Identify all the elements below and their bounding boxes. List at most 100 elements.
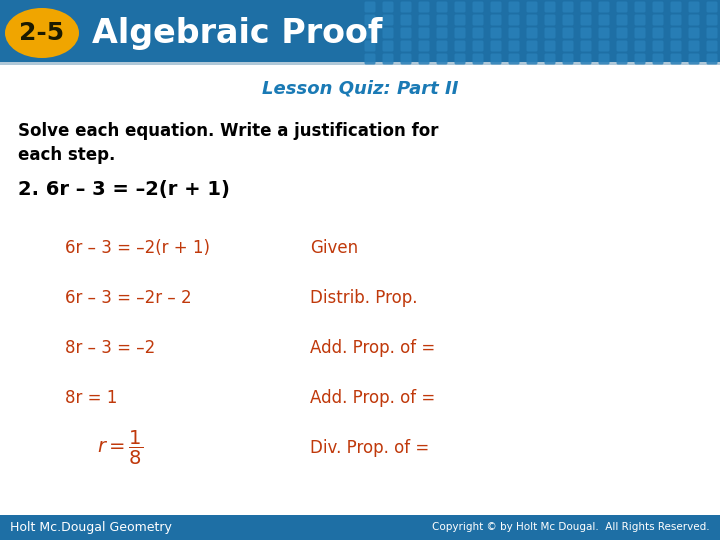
FancyBboxPatch shape [598,2,610,12]
Ellipse shape [5,8,79,58]
FancyBboxPatch shape [616,28,628,38]
FancyBboxPatch shape [526,15,538,25]
FancyBboxPatch shape [490,53,502,64]
FancyBboxPatch shape [400,2,412,12]
FancyBboxPatch shape [418,2,430,12]
FancyBboxPatch shape [364,53,376,64]
Text: Holt Mc.Dougal Geometry: Holt Mc.Dougal Geometry [10,521,172,534]
FancyBboxPatch shape [472,28,484,38]
FancyBboxPatch shape [562,15,574,25]
FancyBboxPatch shape [400,53,412,64]
Text: Solve each equation. Write a justification for
each step.: Solve each equation. Write a justificati… [18,122,438,164]
FancyBboxPatch shape [634,15,646,25]
FancyBboxPatch shape [472,2,484,12]
FancyBboxPatch shape [508,53,520,64]
FancyBboxPatch shape [598,53,610,64]
FancyBboxPatch shape [454,15,466,25]
FancyBboxPatch shape [490,15,502,25]
FancyBboxPatch shape [400,28,412,38]
FancyBboxPatch shape [382,40,394,51]
FancyBboxPatch shape [454,2,466,12]
FancyBboxPatch shape [382,28,394,38]
FancyBboxPatch shape [544,40,556,51]
FancyBboxPatch shape [418,53,430,64]
FancyBboxPatch shape [580,28,592,38]
Text: 6r – 3 = –2r – 2: 6r – 3 = –2r – 2 [65,289,192,307]
FancyBboxPatch shape [562,53,574,64]
FancyBboxPatch shape [508,2,520,12]
FancyBboxPatch shape [670,15,682,25]
FancyBboxPatch shape [544,2,556,12]
FancyBboxPatch shape [526,40,538,51]
FancyBboxPatch shape [364,40,376,51]
FancyBboxPatch shape [472,40,484,51]
FancyBboxPatch shape [634,53,646,64]
FancyBboxPatch shape [454,28,466,38]
FancyBboxPatch shape [580,2,592,12]
FancyBboxPatch shape [580,40,592,51]
FancyBboxPatch shape [580,15,592,25]
FancyBboxPatch shape [652,2,664,12]
FancyBboxPatch shape [670,53,682,64]
FancyBboxPatch shape [544,28,556,38]
FancyBboxPatch shape [400,40,412,51]
Text: Lesson Quiz: Part II: Lesson Quiz: Part II [262,79,458,97]
Text: Add. Prop. of =: Add. Prop. of = [310,339,436,357]
FancyBboxPatch shape [562,2,574,12]
Bar [0,62,720,65]
FancyBboxPatch shape [436,15,448,25]
FancyBboxPatch shape [688,2,700,12]
FancyBboxPatch shape [598,40,610,51]
FancyBboxPatch shape [526,2,538,12]
FancyBboxPatch shape [418,15,430,25]
FancyBboxPatch shape [526,28,538,38]
FancyBboxPatch shape [652,15,664,25]
FancyBboxPatch shape [472,53,484,64]
FancyBboxPatch shape [598,28,610,38]
FancyBboxPatch shape [688,28,700,38]
FancyBboxPatch shape [382,2,394,12]
FancyBboxPatch shape [670,2,682,12]
FancyBboxPatch shape [598,15,610,25]
FancyBboxPatch shape [652,53,664,64]
FancyBboxPatch shape [490,40,502,51]
FancyBboxPatch shape [562,40,574,51]
Text: 8r – 3 = –2: 8r – 3 = –2 [65,339,156,357]
FancyBboxPatch shape [436,53,448,64]
FancyBboxPatch shape [706,40,718,51]
FancyBboxPatch shape [436,28,448,38]
FancyBboxPatch shape [436,40,448,51]
FancyBboxPatch shape [364,28,376,38]
FancyBboxPatch shape [634,40,646,51]
Text: Given: Given [310,239,358,257]
Text: 2. 6r – 3 = –2(r + 1): 2. 6r – 3 = –2(r + 1) [18,180,230,199]
FancyBboxPatch shape [364,2,376,12]
FancyBboxPatch shape [616,15,628,25]
FancyBboxPatch shape [616,40,628,51]
FancyBboxPatch shape [616,53,628,64]
Text: Copyright © by Holt Mc Dougal.  All Rights Reserved.: Copyright © by Holt Mc Dougal. All Right… [433,523,710,532]
FancyBboxPatch shape [508,40,520,51]
FancyBboxPatch shape [706,2,718,12]
FancyBboxPatch shape [562,28,574,38]
FancyBboxPatch shape [688,53,700,64]
FancyBboxPatch shape [706,15,718,25]
FancyBboxPatch shape [508,15,520,25]
FancyBboxPatch shape [616,2,628,12]
FancyBboxPatch shape [706,28,718,38]
FancyBboxPatch shape [544,15,556,25]
Text: Distrib. Prop.: Distrib. Prop. [310,289,418,307]
FancyBboxPatch shape [652,28,664,38]
Bar [0,515,720,540]
Text: Div. Prop. of =: Div. Prop. of = [310,439,429,457]
Text: 6r – 3 = –2(r + 1): 6r – 3 = –2(r + 1) [65,239,210,257]
FancyBboxPatch shape [670,40,682,51]
FancyBboxPatch shape [382,53,394,64]
FancyBboxPatch shape [418,40,430,51]
FancyBboxPatch shape [508,28,520,38]
Text: 2-5: 2-5 [19,21,65,45]
Text: Algebraic Proof: Algebraic Proof [92,17,382,51]
FancyBboxPatch shape [670,28,682,38]
FancyBboxPatch shape [580,53,592,64]
Bar [0,0,720,62]
